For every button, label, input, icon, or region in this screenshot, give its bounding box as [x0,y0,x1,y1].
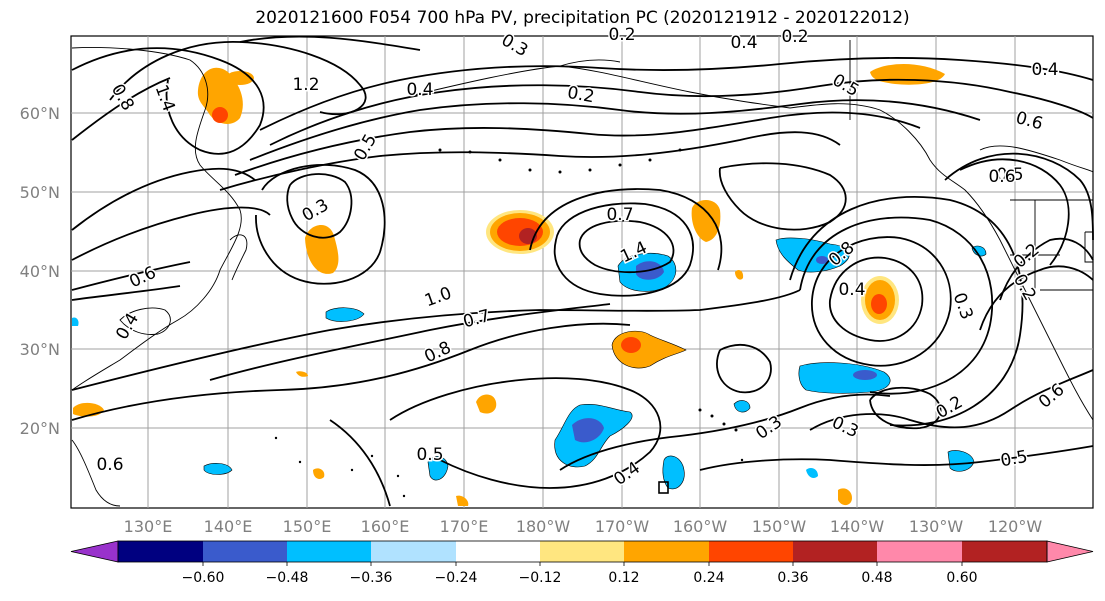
precip-blob [486,210,554,254]
lon-label: 170°W [595,517,650,536]
colorbar-tick-label: −0.24 [435,570,478,586]
contour-label: 0.2 [566,83,596,107]
precip-blob [611,330,687,369]
precip-blob [554,404,633,468]
colorbar-bin [709,541,793,562]
chart-title: 2020121600 F054 700 hPa PV, precipitatio… [255,8,910,28]
colorbar-bin [287,541,371,562]
precipitation-shading [72,64,987,506]
latitude-labels: 60°N 50°N 40°N 30°N 20°N [20,104,60,438]
colorbar-bin [456,541,540,562]
lon-label: 160°W [673,517,728,536]
contour-label: 0.5 [996,165,1023,185]
colorbar-bin [793,541,877,562]
colorbar-tick-label: 0.24 [693,570,724,586]
colorbar-tick-label: −0.60 [182,570,225,586]
contour-label: 1.2 [292,75,319,95]
contour-label: 0.6 [96,455,123,475]
lat-label: 40°N [20,262,60,281]
contour-label: 0.5 [416,445,443,465]
contour-label: 0.7 [606,205,633,225]
colorbar: −0.60 −0.48 −0.36 −0.24 −0.12 0.12 0.24 0.36 0.4… [70,540,1094,586]
colorbar-bin [624,541,709,562]
colorbar-tick-label: 0.60 [946,570,977,586]
contour-label: 0.2 [608,25,635,45]
contour-label: 0.4 [838,280,865,300]
coastlines [71,40,1094,507]
lat-label: 60°N [20,104,60,123]
lon-label: 140°W [830,517,885,536]
colorbar-bin [203,541,287,562]
colorbar-extend-low [70,540,119,563]
colorbar-outline [117,540,1048,563]
lat-label: 20°N [20,419,60,438]
contour-label: 0.4 [1031,60,1058,80]
colorbar-bin [371,541,456,562]
longitude-labels: 130°E 140°E 150°E 160°E 170°E 180°W 170°W 160°W… [124,517,1043,536]
colorbar-bin [540,541,624,562]
lon-label: 120°W [988,517,1043,536]
colorbar-tick-label: 0.36 [777,570,808,586]
contour-label: 0.4 [406,80,433,100]
lat-label: 30°N [20,340,60,359]
contour-label: 0.6 [988,167,1015,187]
island-box [658,481,669,494]
precip-blob [798,362,891,394]
lat-label: 50°N [20,183,60,202]
lon-label: 160°E [361,517,410,536]
lon-label: 130°W [909,517,964,536]
colorbar-tick-label: −0.12 [519,570,562,586]
precip-blob [861,276,899,324]
precip-blob [476,394,497,414]
colorbar-tick-label: 0.48 [861,570,892,586]
colorbar-bin [962,541,1047,562]
colorbar-bin [118,541,203,562]
islands [274,148,744,498]
precip-blob [775,237,850,273]
lon-label: 140°E [204,517,253,536]
colorbar-tick-label: −0.48 [266,570,309,586]
lon-label: 180°W [516,517,571,536]
colorbar-extend-high [1046,540,1094,563]
contour-label: 0.4 [730,33,757,53]
contour-label: 0.2 [781,27,808,47]
colorbar-tick-label: 0.12 [608,570,639,586]
precip-blob [691,200,721,242]
lon-label: 150°W [752,517,807,536]
precip-blob [296,270,852,506]
lon-label: 130°E [124,517,173,536]
colorbar-tick-label: −0.36 [350,570,393,586]
lon-label: 150°E [283,517,332,536]
lon-label: 170°E [440,517,489,536]
precip-blob [197,67,254,124]
pv-contours [71,35,1094,507]
colorbar-bin [877,541,962,562]
